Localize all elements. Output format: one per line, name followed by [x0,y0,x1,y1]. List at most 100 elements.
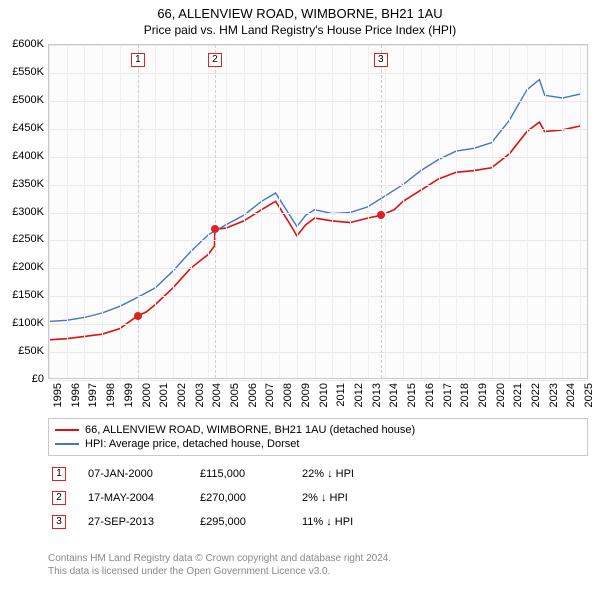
gridline-h [49,45,587,46]
gridline-v [102,45,103,378]
sale-row: 107-JAN-2000£115,00022% ↓ HPI [52,462,382,486]
gridline-v [173,45,174,378]
gridline-h [49,157,587,158]
gridline-h [49,73,587,74]
sale-date: 27-SEP-2013 [88,516,178,528]
ytick-label: £400K [2,150,44,162]
xtick-label: 2005 [229,383,241,407]
gridline-v [474,45,475,378]
xtick-label: 2008 [282,383,294,407]
gridline-h [49,324,587,325]
gridline-v [403,45,404,378]
xtick-label: 2013 [371,383,383,407]
legend-label-property: 66, ALLENVIEW ROAD, WIMBORNE, BH21 1AU (… [85,424,415,436]
ytick-label: £0 [2,373,44,385]
gridline-v [208,45,209,378]
gridline-v [49,45,50,378]
gridline-v [580,45,581,378]
legend-label-hpi: HPI: Average price, detached house, Dors… [85,438,299,450]
sale-marker-line [215,45,216,378]
sale-price: £295,000 [200,516,280,528]
ytick-label: £50K [2,345,44,357]
xtick-label: 2004 [211,383,223,407]
chart-title: 66, ALLENVIEW ROAD, WIMBORNE, BH21 1AU [0,0,600,21]
sale-marker-box: 1 [131,53,145,67]
gridline-v [527,45,528,378]
xtick-label: 2010 [318,383,330,407]
xtick-label: 2003 [194,383,206,407]
gridline-h [49,185,587,186]
sale-diff: 2% ↓ HPI [302,492,382,504]
gridline-v [84,45,85,378]
sale-index-box: 1 [52,467,66,481]
footer-line2: This data is licensed under the Open Gov… [48,565,588,578]
xtick-label: 2015 [406,383,418,407]
gridline-h [49,101,587,102]
sale-price: £115,000 [200,468,280,480]
xtick-label: 2011 [335,383,347,407]
xtick-label: 1998 [105,383,117,407]
legend-row-hpi: HPI: Average price, detached house, Dors… [55,437,581,451]
xtick-label: 1995 [52,383,64,407]
sale-index-box: 3 [52,515,66,529]
gridline-v [509,45,510,378]
gridline-v [261,45,262,378]
gridline-h [49,129,587,130]
ytick-label: £350K [2,178,44,190]
sale-index-box: 2 [52,491,66,505]
gridline-v [226,45,227,378]
sale-marker-dot [134,312,142,320]
sale-marker-dot [377,211,385,219]
ytick-label: £150K [2,289,44,301]
legend-row-property: 66, ALLENVIEW ROAD, WIMBORNE, BH21 1AU (… [55,423,581,437]
sale-diff: 11% ↓ HPI [302,516,382,528]
chart-plot-area: 1 2 3 [48,44,588,379]
xtick-label: 2000 [141,383,153,407]
gridline-v [191,45,192,378]
sale-date: 17-MAY-2004 [88,492,178,504]
xtick-label: 2020 [495,383,507,407]
xtick-label: 2007 [264,383,276,407]
xtick-label: 2017 [442,383,454,407]
gridline-v [562,45,563,378]
legend-box: 66, ALLENVIEW ROAD, WIMBORNE, BH21 1AU (… [48,418,588,456]
gridline-v [421,45,422,378]
xtick-label: 2002 [176,383,188,407]
xtick-label: 1999 [123,383,135,407]
gridline-v [385,45,386,378]
xtick-label: 2025 [583,383,595,407]
xtick-label: 2023 [548,383,560,407]
xtick-label: 2018 [459,383,471,407]
sale-row: 3 27-SEP-2013 £295,000 11% ↓ HPI [52,510,382,534]
ytick-label: £450K [2,122,44,134]
ytick-label: £600K [2,38,44,50]
gridline-v [279,45,280,378]
ytick-label: £100K [2,317,44,329]
xtick-label: 2009 [300,383,312,407]
sale-marker-line [138,45,139,378]
gridline-v [155,45,156,378]
legend-swatch-property [55,429,79,431]
legend-swatch-hpi [55,443,79,445]
gridline-h [49,268,587,269]
gridline-h [49,213,587,214]
gridline-v [315,45,316,378]
gridline-v [67,45,68,378]
gridline-v [297,45,298,378]
sale-marker-box: 2 [208,53,222,67]
gridline-v [492,45,493,378]
sale-marker-box: 3 [374,53,388,67]
gridline-h [49,240,587,241]
gridline-v [332,45,333,378]
ytick-label: £550K [2,66,44,78]
gridline-v [244,45,245,378]
gridline-v [456,45,457,378]
gridline-h [49,380,587,381]
xtick-label: 2019 [477,383,489,407]
sale-diff: 22% ↓ HPI [302,468,382,480]
ytick-label: £250K [2,233,44,245]
ytick-label: £200K [2,261,44,273]
xtick-label: 2006 [247,383,259,407]
ytick-label: £300K [2,206,44,218]
sale-marker-dot [211,225,219,233]
